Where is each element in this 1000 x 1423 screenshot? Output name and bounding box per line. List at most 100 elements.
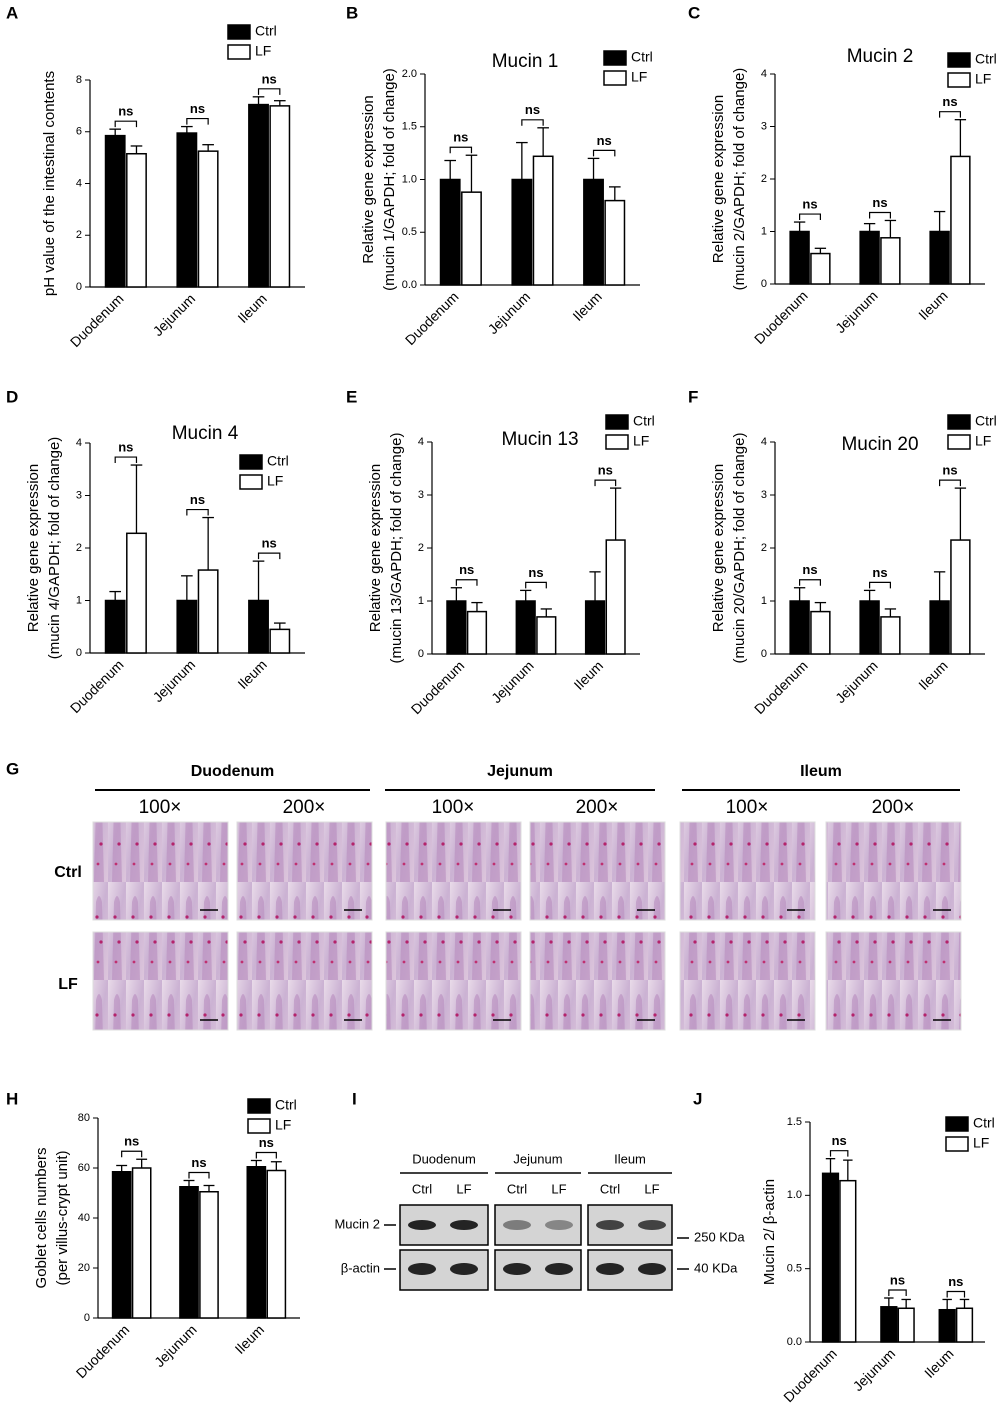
significance-bracket <box>829 1150 849 1157</box>
y-tick-label: 0.0 <box>787 1336 802 1348</box>
y-tick-label: 2 <box>761 542 767 554</box>
size-label: 250 KDa <box>694 1229 745 1244</box>
y-axis-label: (mucin 13/GAPDH; fold of change) <box>388 433 405 664</box>
y-tick-label: 2 <box>76 229 82 241</box>
lane-label: LF <box>456 1181 471 1196</box>
bar <box>880 616 901 655</box>
protein-label: β-actin <box>341 1260 380 1275</box>
chart-title: Mucin 4 <box>172 423 239 444</box>
legend-swatch <box>605 414 629 430</box>
significance-bracket <box>869 581 891 589</box>
significance-label: ns <box>890 1272 905 1287</box>
significance-bracket <box>869 211 891 219</box>
lane-label: Ctrl <box>412 1181 432 1196</box>
blot-band <box>545 1220 573 1230</box>
legend-label: Ctrl <box>973 1115 995 1131</box>
bar <box>789 600 810 655</box>
y-tick-label: 0 <box>418 648 424 660</box>
chart-title: Mucin 13 <box>501 429 578 450</box>
bar <box>859 600 880 655</box>
bar <box>131 1167 152 1319</box>
bar <box>126 532 147 654</box>
bar <box>532 155 554 286</box>
x-tick-label: Duodenum <box>408 657 468 717</box>
legend-label: LF <box>975 71 991 87</box>
bar-chart: B Mucin 1 0.0 0.5 1.0 1.5 2.0 Relative gene exp… <box>346 3 653 348</box>
x-tick-label: Duodenum <box>751 657 811 717</box>
significance-label: ns <box>453 130 468 145</box>
significance-bracket <box>455 579 478 586</box>
bar-chart: H 0 20 40 60 80 Goblet cells numbers (per villu… <box>6 1089 300 1381</box>
y-axis-label: Goblet cells numbers <box>33 1148 50 1289</box>
chart-title: Mucin 1 <box>492 51 559 72</box>
legend-swatch <box>239 474 263 490</box>
blot-band <box>408 1220 436 1230</box>
y-axis-label: (per villus-crypt unit) <box>54 1150 71 1285</box>
legend-label: Ctrl <box>255 23 277 39</box>
y-tick-label: 2 <box>418 542 424 554</box>
legend-swatch <box>227 44 251 60</box>
lane-label: Ctrl <box>507 1181 527 1196</box>
legend-label: Ctrl <box>275 1097 297 1113</box>
y-tick-label: 1.0 <box>787 1189 802 1201</box>
panel-label: J <box>693 1089 702 1108</box>
blot-band <box>450 1263 478 1275</box>
bar <box>104 599 126 654</box>
micrograph <box>679 931 816 1031</box>
bar <box>104 134 126 288</box>
bar <box>176 132 198 288</box>
significance-label: ns <box>802 562 817 577</box>
row-label: LF <box>58 976 78 993</box>
y-tick-label: 4 <box>761 436 767 448</box>
y-tick-label: 4 <box>76 437 82 449</box>
legend-swatch <box>947 52 971 68</box>
panel-label: I <box>352 1089 357 1108</box>
x-tick-label: Duodenum <box>751 287 811 347</box>
y-tick-label: 8 <box>76 74 82 86</box>
bar <box>446 600 467 655</box>
significance-bracket <box>114 456 138 464</box>
legend-label: Ctrl <box>975 51 997 67</box>
magnification: 100× <box>139 797 182 818</box>
panel-label: H <box>6 1089 18 1108</box>
x-tick-label: Jejunum <box>150 656 199 705</box>
significance-bracket <box>114 120 138 128</box>
y-tick-label: 20 <box>78 1262 90 1274</box>
bar <box>880 1306 898 1343</box>
panel-label: B <box>346 3 358 22</box>
micrograph <box>385 821 522 921</box>
bar <box>880 237 901 285</box>
bar-chart: E Mucin 13 0 1 2 3 4 Relative gene expression (m… <box>346 387 655 717</box>
protein-label: Mucin 2 <box>334 1216 380 1231</box>
bar <box>839 1179 857 1343</box>
row-label: Ctrl <box>54 864 82 881</box>
y-tick-label: 0.5 <box>787 1263 802 1275</box>
magnification: 200× <box>576 797 619 818</box>
bar <box>821 1172 840 1343</box>
y-tick-label: 3 <box>76 489 82 501</box>
significance-bracket <box>449 146 473 154</box>
y-axis-label: (mucin 2/GAPDH; fold of change) <box>731 68 748 291</box>
micrograph <box>825 821 962 921</box>
x-tick-label: Duodenum <box>67 290 127 350</box>
y-axis-label: Relative gene expression <box>710 464 727 632</box>
x-tick-label: Duodenum <box>73 1321 133 1381</box>
significance-label: ns <box>525 102 540 117</box>
significance-bracket <box>799 579 821 586</box>
blot-segment: Ileum <box>614 1151 646 1166</box>
micrograph <box>825 931 962 1031</box>
bar <box>126 152 147 288</box>
significance-label: ns <box>802 196 817 211</box>
bar <box>439 178 461 286</box>
y-tick-label: 3 <box>761 489 767 501</box>
bar <box>511 178 533 286</box>
y-axis-label: Relative gene expression <box>360 95 377 263</box>
chart-title: Mucin 2 <box>847 46 914 67</box>
significance-label: ns <box>528 565 543 580</box>
y-tick-label: 0.5 <box>402 226 417 238</box>
x-tick-label: Ileum <box>571 657 607 693</box>
significance-label: ns <box>259 1135 274 1150</box>
y-tick-label: 2.0 <box>402 68 417 80</box>
y-axis-label: Relative gene expression <box>367 464 384 632</box>
